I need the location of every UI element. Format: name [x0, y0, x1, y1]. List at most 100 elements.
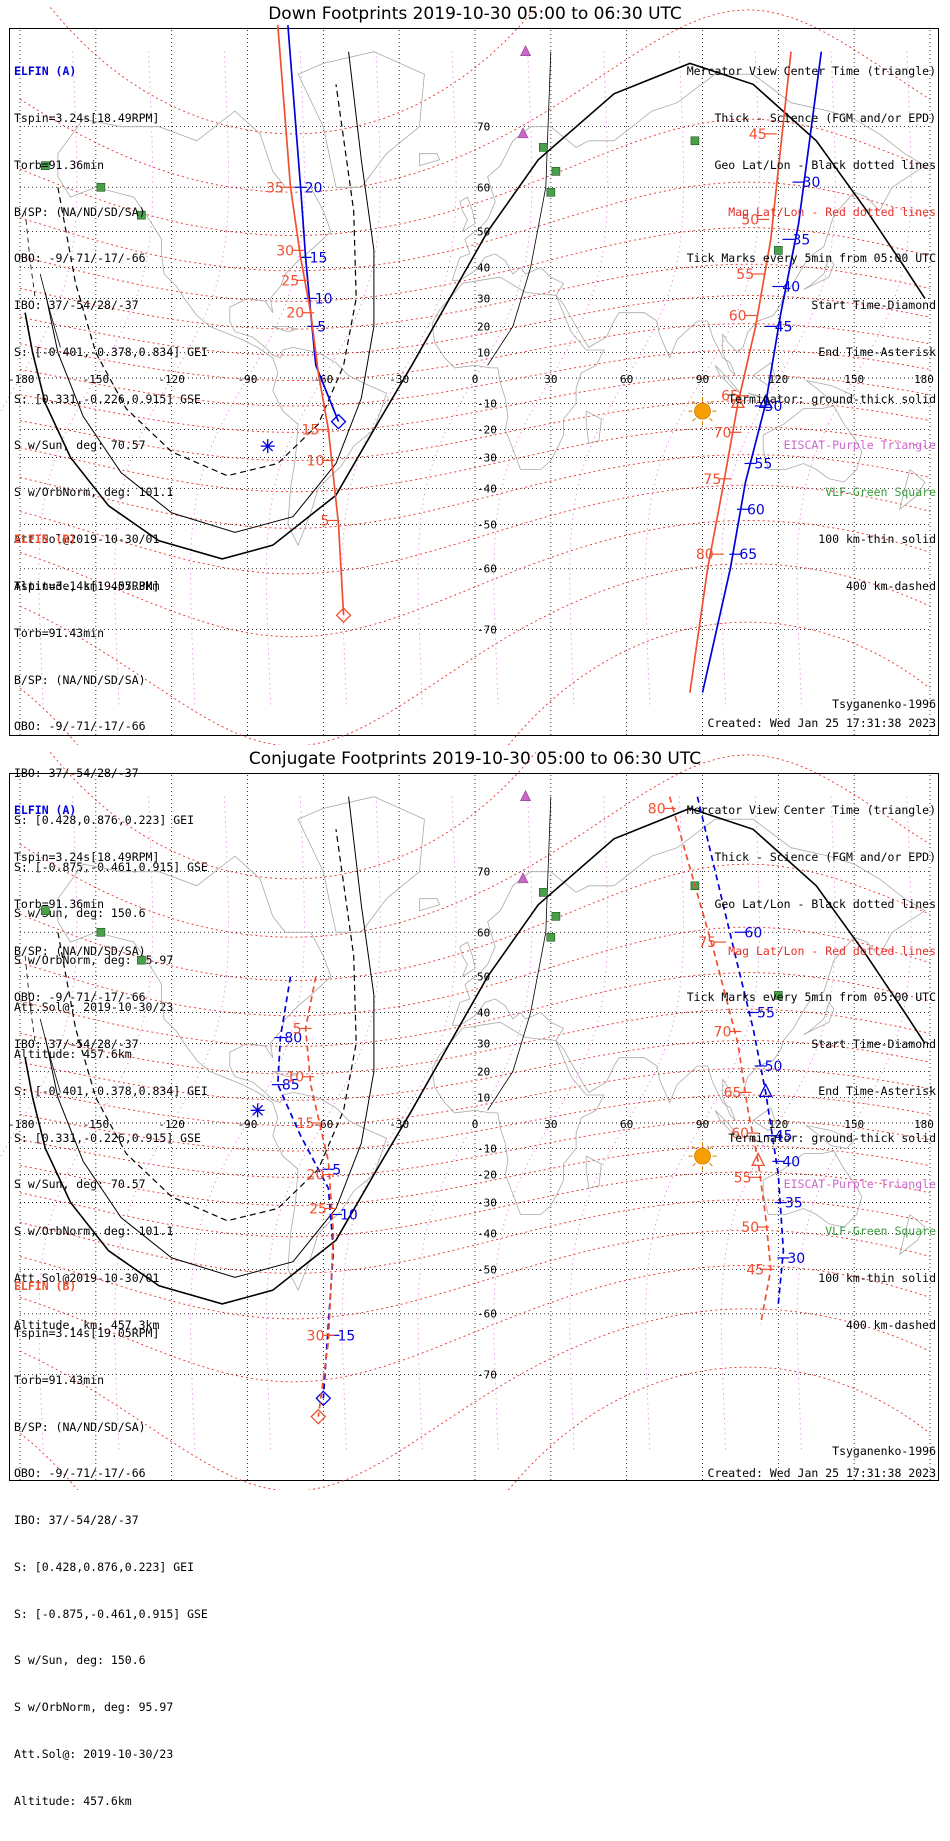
time-tick-label: 75: [703, 472, 721, 488]
info-line: S w/Sun, deg: 70.57: [14, 438, 146, 453]
sun-ray: [709, 400, 713, 405]
coastline: [805, 380, 855, 404]
vlf-square: [40, 161, 50, 170]
time-tick-label: 65: [724, 1085, 742, 1101]
time-tick-label: 20: [286, 306, 304, 322]
view-center-triangle: [758, 1082, 773, 1098]
elfin-a-label: ELFIN (A): [14, 64, 77, 79]
created-timestamp: Created: Wed Jan 25 17:31:38 2023: [707, 1466, 936, 1480]
coastline: [57, 855, 387, 1292]
coastline: [585, 410, 602, 444]
coastline: [714, 1110, 741, 1139]
coastline: [747, 392, 764, 399]
time-tick-label: 10: [315, 291, 333, 307]
subsolar-sun-icon: [694, 1147, 711, 1165]
legend-item: Thick - Science (FGM and/or EPD): [714, 110, 936, 125]
time-tick-label: 75: [698, 935, 716, 951]
info-line: Altitude, km: 457.3km: [14, 1317, 160, 1332]
created-timestamp: Created: Wed Jan 25 17:31:38 2023: [707, 716, 936, 730]
legend-item: VLF-Green Square: [825, 485, 936, 500]
panel-title: Down Footprints 2019-10-30 05:00 to 06:3…: [268, 4, 682, 24]
mag-lat-line: [19, 484, 931, 575]
info-line: Att.Sol@2019-10-30/01: [14, 532, 160, 546]
panel-title: Conjugate Footprints 2019-10-30 05:00 to…: [248, 749, 702, 769]
vlf-square: [96, 182, 106, 192]
info-line: IBO: 37/-54/28/-37: [14, 1037, 139, 1052]
legend-item: Geo Lat/Lon - Black dotted lines: [714, 896, 936, 911]
coastline: [297, 51, 425, 188]
mag-lat-line: [19, 926, 931, 1017]
info-line: S: [0.428,0.876,0.223] GEI: [14, 812, 195, 827]
mag-lat-line: [19, 972, 931, 1047]
mag-lat-line: [19, 754, 931, 938]
legend-item: Thick - Science (FGM and/or EPD): [714, 849, 936, 864]
time-tick-label: 25: [309, 1201, 327, 1217]
mag-lat-line: [19, 263, 931, 330]
end-asterisk: [252, 1104, 264, 1116]
mag-lat-line: [19, 9, 931, 193]
time-tick-label: 10: [286, 1070, 304, 1086]
terminator-100km-line: [487, 51, 552, 366]
vlf-square: [551, 912, 561, 921]
mag-lat-line: [19, 1308, 931, 1490]
lon-tick-label: 0: [472, 373, 479, 386]
coastline: [451, 818, 926, 1121]
time-tick-label: 15: [296, 1116, 314, 1132]
time-tick-label: 55: [757, 1006, 775, 1022]
start-diamond: [315, 1390, 332, 1407]
time-tick-label: 30: [307, 1328, 325, 1344]
lat-tick-label: 20: [477, 320, 490, 333]
lat-tick-label: 40: [477, 1007, 490, 1020]
elfin-a-label: ELFIN (A): [14, 803, 77, 818]
lon-tick-label: -180: [8, 373, 35, 386]
time-tick-label: 60: [729, 308, 747, 324]
lat-tick-label: -50: [477, 518, 497, 531]
sun-ray: [709, 1145, 713, 1150]
info-line: B/SP: (NA/ND/SD/SA): [14, 1419, 146, 1434]
info-line: Tspin=3.14s[19.05RPM]: [14, 578, 160, 593]
coastline: [57, 110, 387, 547]
time-tick-label: 35: [792, 232, 810, 248]
lon-tick-label: -30: [389, 373, 409, 386]
coastline: [459, 941, 476, 977]
time-tick-label: 80: [648, 801, 666, 817]
coastline: [419, 153, 441, 167]
coastline: [272, 326, 299, 333]
info-line: OBO: -9/-71/-17/-66: [14, 1466, 146, 1481]
mag-lat-line: [19, 1008, 931, 1075]
time-tick-label: 5: [293, 1021, 302, 1037]
info-line: Att.Sol@2019-10-30/01: [14, 1271, 160, 1285]
lon-tick-label: -150: [83, 373, 110, 386]
info-line: Torb=91.36min: [14, 896, 105, 911]
time-tick-label: 30: [787, 1251, 805, 1267]
coastline: [419, 898, 441, 912]
lat-tick-label: -50: [477, 1263, 497, 1276]
terminator-ground-line: [24, 62, 926, 560]
mag-lat-line: [19, 181, 931, 272]
mag-lat-line: [19, 1171, 931, 1238]
time-tick-label: 5: [321, 513, 330, 529]
time-tick-label: 25: [281, 273, 299, 289]
terminator-100km-line: [44, 796, 375, 1278]
elfin-b-info: ELFIN (B) Tspin=3.14s[19.05RPM] Torb=91.…: [14, 501, 208, 1094]
lat-tick-label: -30: [477, 1197, 497, 1210]
terminator-100km-line: [44, 51, 375, 533]
info-line: Tspin=3.24s[18.49RPM]: [14, 110, 160, 125]
coastline: [752, 1107, 777, 1132]
vlf-square: [538, 143, 548, 152]
elfin-a-info: ELFIN (A) Tspin=3.24s[18.49RPM] Torb=91.…: [14, 772, 208, 1365]
lat-tick-label: 10: [477, 347, 490, 360]
sun-ray: [692, 417, 696, 422]
info-line: S: [0.428,0.876,0.223] GEI: [14, 1559, 195, 1574]
info-line: OBO: -9/-71/-17/-66: [14, 251, 146, 266]
info-line: S: [-0.875,-0.461,0.915] GSE: [14, 859, 208, 874]
start-diamond: [330, 413, 347, 430]
start-diamond: [335, 607, 352, 624]
time-tick-label: 55: [736, 267, 754, 283]
coastline: [451, 73, 926, 376]
coastline: [803, 1001, 835, 1035]
view-center-triangle: [758, 393, 773, 409]
coastline: [272, 1071, 299, 1078]
legend-item: Start Time-Diamond: [811, 1037, 936, 1052]
coastline: [585, 1155, 602, 1189]
